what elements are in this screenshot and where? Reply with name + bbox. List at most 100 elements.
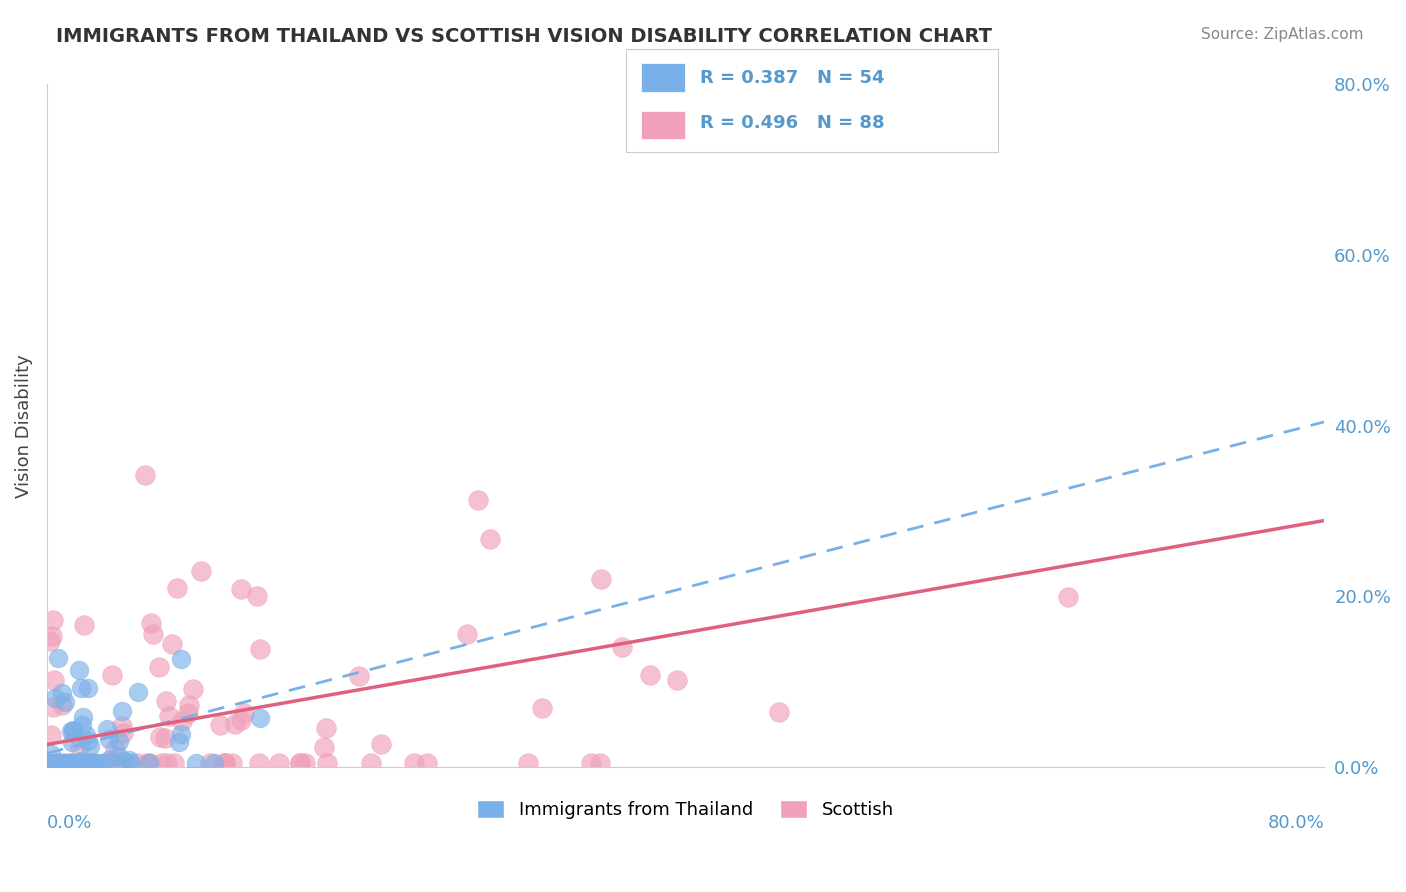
Point xyxy=(224,717,246,731)
Point xyxy=(53,756,76,770)
FancyBboxPatch shape xyxy=(641,63,685,92)
Point xyxy=(41,629,63,643)
Point xyxy=(63,756,86,770)
Text: 80.0%: 80.0% xyxy=(1268,814,1324,832)
Point xyxy=(246,589,269,603)
Point xyxy=(294,756,316,770)
Point xyxy=(52,756,75,770)
Point xyxy=(312,740,335,755)
Point xyxy=(181,682,204,697)
Point xyxy=(56,756,79,770)
Point xyxy=(111,704,134,718)
Point xyxy=(37,756,59,770)
Point xyxy=(69,756,91,770)
Point xyxy=(39,728,62,742)
Point xyxy=(39,756,62,770)
Point xyxy=(51,686,73,700)
Point xyxy=(53,695,76,709)
Point xyxy=(212,756,235,770)
Point xyxy=(186,756,208,770)
Point xyxy=(204,756,226,770)
Point xyxy=(138,756,160,770)
Point xyxy=(249,641,271,656)
Point xyxy=(360,756,382,770)
Point xyxy=(111,726,134,740)
Point xyxy=(638,668,661,682)
Point xyxy=(612,640,634,655)
Point xyxy=(60,723,83,738)
Point xyxy=(49,756,72,770)
Point xyxy=(104,741,127,756)
Point xyxy=(591,572,613,586)
Point xyxy=(42,613,65,627)
Point xyxy=(229,582,252,596)
Point xyxy=(42,673,65,687)
Point xyxy=(315,721,337,735)
Point xyxy=(110,719,132,733)
Point xyxy=(37,756,59,770)
Point xyxy=(172,714,194,729)
Point xyxy=(142,627,165,641)
Point xyxy=(70,718,93,732)
Point xyxy=(149,730,172,744)
Point xyxy=(77,734,100,748)
Point xyxy=(269,756,291,770)
Point xyxy=(190,564,212,578)
Point xyxy=(87,756,110,770)
Point xyxy=(347,669,370,683)
Point xyxy=(98,756,121,770)
Point xyxy=(73,618,96,632)
Text: IMMIGRANTS FROM THAILAND VS SCOTTISH VISION DISABILITY CORRELATION CHART: IMMIGRANTS FROM THAILAND VS SCOTTISH VIS… xyxy=(56,27,993,45)
Point xyxy=(768,705,790,719)
Point xyxy=(288,756,311,770)
Point xyxy=(170,652,193,666)
Point xyxy=(46,756,69,770)
Point xyxy=(46,651,69,665)
Point xyxy=(135,756,157,770)
Point xyxy=(370,737,392,751)
Point xyxy=(73,756,96,770)
Point xyxy=(59,756,82,770)
Point xyxy=(249,711,271,725)
Point xyxy=(62,723,84,738)
Point xyxy=(198,756,221,770)
Text: R = 0.387   N = 54: R = 0.387 N = 54 xyxy=(700,69,884,87)
Point xyxy=(38,634,60,648)
Point xyxy=(79,739,101,754)
Point xyxy=(45,756,67,770)
Point xyxy=(402,756,425,770)
Point xyxy=(121,756,143,770)
Point xyxy=(516,756,538,770)
Point xyxy=(69,739,91,754)
Point xyxy=(247,756,270,770)
Point xyxy=(107,749,129,764)
Point xyxy=(48,756,70,770)
Point xyxy=(69,681,91,695)
Point xyxy=(118,752,141,766)
Point xyxy=(55,756,77,770)
Point xyxy=(530,701,553,715)
Legend: Immigrants from Thailand, Scottish: Immigrants from Thailand, Scottish xyxy=(470,793,901,826)
Point xyxy=(155,731,177,746)
Point xyxy=(148,660,170,674)
Point xyxy=(83,756,105,770)
Point xyxy=(214,756,236,770)
Point xyxy=(416,756,439,770)
Point xyxy=(467,493,489,508)
Point xyxy=(100,751,122,765)
Point xyxy=(114,754,136,768)
Point xyxy=(581,756,603,770)
Point xyxy=(169,735,191,749)
Point xyxy=(83,756,105,770)
Point xyxy=(51,698,73,712)
Point xyxy=(1056,591,1078,605)
Point xyxy=(97,731,120,746)
Point xyxy=(150,756,173,770)
Point xyxy=(100,756,122,770)
Point xyxy=(63,756,86,770)
Text: 0.0%: 0.0% xyxy=(46,814,93,832)
Point xyxy=(232,706,254,720)
Point xyxy=(67,663,90,677)
Point xyxy=(39,756,62,770)
Point xyxy=(134,468,156,483)
